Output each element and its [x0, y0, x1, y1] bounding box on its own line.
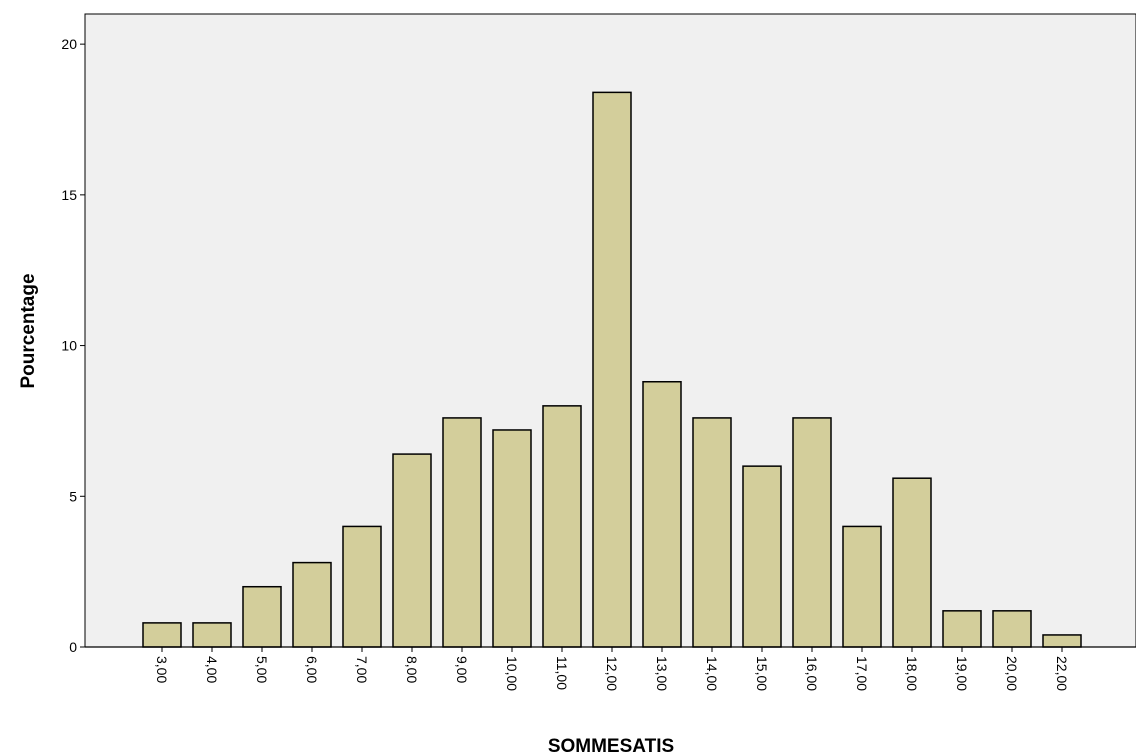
bar-6-00 [292, 561, 332, 648]
x-tick-label: 19,00 [954, 656, 970, 691]
x-tick-label: 20,00 [1004, 656, 1020, 691]
bar-13-00 [642, 380, 682, 648]
bar-3-00 [142, 622, 182, 648]
x-axis-title: SOMMESATIS [548, 736, 674, 756]
bar-17-00 [842, 525, 882, 648]
y-tick-label: 10 [61, 338, 77, 354]
x-tick-label: 3,00 [154, 656, 170, 683]
bar-10-00 [492, 429, 532, 648]
x-tick-label: 13,00 [654, 656, 670, 691]
bar-14-00 [692, 417, 732, 648]
bar-20-00 [992, 610, 1032, 648]
x-tick-label: 14,00 [704, 656, 720, 691]
x-tick-label: 9,00 [454, 656, 470, 683]
bars-group [142, 91, 1082, 648]
bar-7-00 [342, 525, 382, 648]
x-tick-label: 12,00 [604, 656, 620, 691]
x-tick-label: 5,00 [254, 656, 270, 683]
x-tick-label: 4,00 [204, 656, 220, 683]
x-tick-label: 10,00 [504, 656, 520, 691]
y-tick-label: 0 [69, 639, 77, 655]
bar-22-00 [1042, 634, 1082, 648]
bar-8-00 [392, 453, 432, 648]
x-tick-label: 6,00 [304, 656, 320, 683]
bar-15-00 [742, 465, 782, 648]
x-tick-label: 16,00 [804, 656, 820, 691]
x-tick-label: 22,00 [1054, 656, 1070, 691]
x-tick-label: 15,00 [754, 656, 770, 691]
bar-19-00 [942, 610, 982, 648]
bar-12-00 [592, 91, 632, 648]
x-tick-label: 7,00 [354, 656, 370, 683]
x-tick-label: 11,00 [554, 656, 570, 690]
y-tick-label: 20 [61, 36, 77, 52]
y-tick-label: 5 [69, 488, 77, 504]
bar-4-00 [192, 622, 232, 648]
x-tick-label: 17,00 [854, 656, 870, 691]
y-tick-label: 15 [61, 187, 77, 203]
y-axis-title: Pourcentage [18, 273, 39, 388]
bar-9-00 [442, 417, 482, 648]
x-axis: 3,00 4,00 5,00 6,00 7,00 8,00 9,00 10,00 11,00 12… [85, 646, 1136, 691]
bar-11-00 [542, 405, 582, 648]
x-tick-label: 18,00 [904, 656, 920, 691]
bar-18-00 [892, 477, 932, 648]
bar-16-00 [792, 417, 832, 648]
x-tick-label: 8,00 [404, 656, 420, 683]
bar-5-00 [242, 585, 282, 648]
y-axis: 0 5 10 15 20 [61, 36, 85, 655]
